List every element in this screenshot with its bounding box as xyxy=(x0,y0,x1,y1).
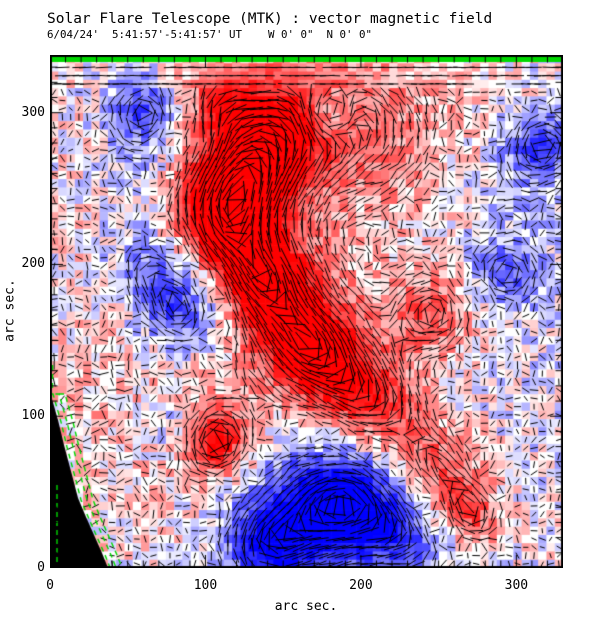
y-tick-label: 200 xyxy=(21,256,45,272)
y-tick-label: 300 xyxy=(21,104,45,120)
plot-subtitle: 6/04/24' 5:41:57'-5:41:57' UT W 0' 0" N … xyxy=(47,28,373,41)
y-tick-label: 0 xyxy=(37,560,45,575)
x-tick-label: 0 xyxy=(46,578,54,593)
x-tick-label: 100 xyxy=(193,578,218,593)
magnetogram-plot-canvas xyxy=(50,55,563,568)
x-tick-label: 300 xyxy=(504,578,529,593)
plot-title: Solar Flare Telescope (MTK) : vector mag… xyxy=(47,11,493,27)
x-axis-label: arc sec. xyxy=(274,599,338,614)
y-axis-label: arc sec. xyxy=(2,279,18,342)
x-tick-label: 200 xyxy=(349,578,373,593)
y-tick-label: 100 xyxy=(21,408,45,424)
